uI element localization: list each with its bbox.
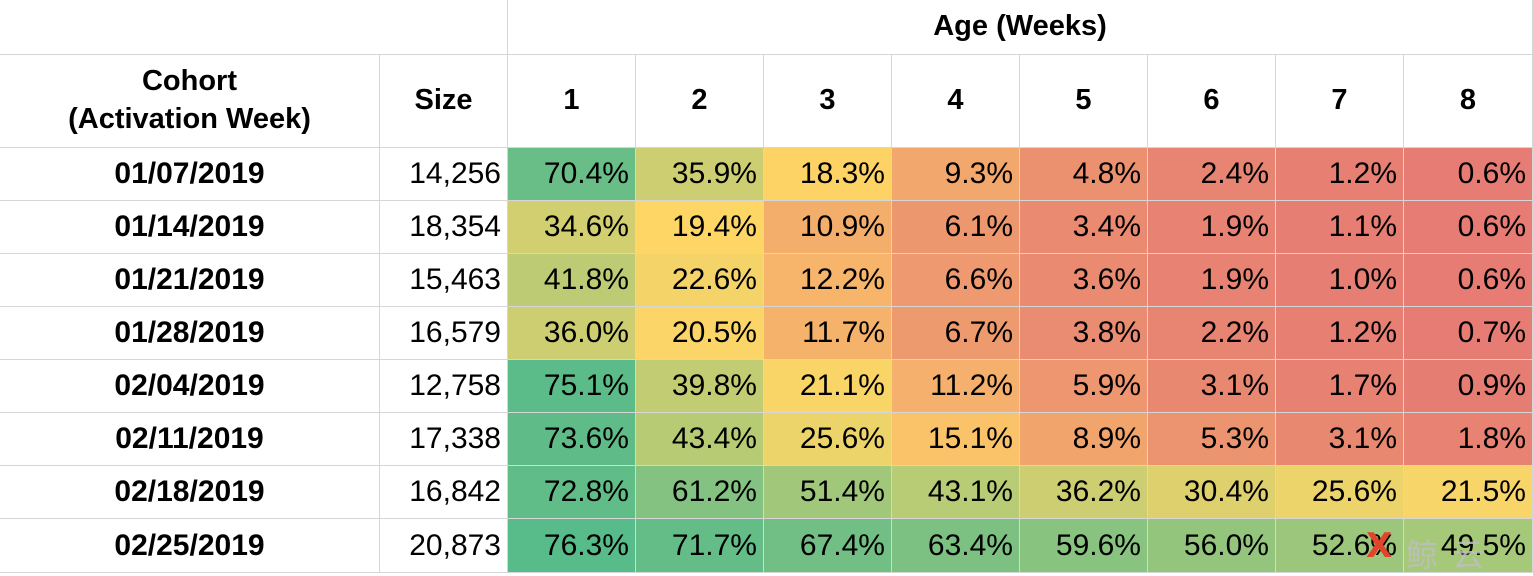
heatmap-cell: 1.8% xyxy=(1404,413,1533,466)
cohort-date: 01/21/2019 xyxy=(0,254,380,307)
age-column-header: 5 xyxy=(1020,55,1148,148)
heatmap-cell: 36.2% xyxy=(1020,466,1148,519)
age-column-header: 2 xyxy=(636,55,764,148)
heatmap-cell: 30.4% xyxy=(1148,466,1276,519)
heatmap-cell: 25.6% xyxy=(764,413,892,466)
heatmap-cell: 0.6% xyxy=(1404,148,1533,201)
cohort-date: 01/07/2019 xyxy=(0,148,380,201)
heatmap-cell: 9.3% xyxy=(892,148,1020,201)
heatmap-cell: 76.3% xyxy=(508,519,636,573)
heatmap-cell: 12.2% xyxy=(764,254,892,307)
heatmap-cell: 25.6% xyxy=(1276,466,1404,519)
heatmap-cell: 75.1% xyxy=(508,360,636,413)
heatmap-cell: 35.9% xyxy=(636,148,764,201)
heatmap-cell: 2.4% xyxy=(1148,148,1276,201)
cohort-date: 02/25/2019 xyxy=(0,519,380,573)
heatmap-cell: 3.6% xyxy=(1020,254,1148,307)
heatmap-cell: 21.1% xyxy=(764,360,892,413)
age-column-header: 6 xyxy=(1148,55,1276,148)
heatmap-cell: 52.6% xyxy=(1276,519,1404,573)
heatmap-cell: 67.4% xyxy=(764,519,892,573)
heatmap-cell: 59.6% xyxy=(1020,519,1148,573)
heatmap-cell: 63.4% xyxy=(892,519,1020,573)
heatmap-cell: 8.9% xyxy=(1020,413,1148,466)
heatmap-cell: 6.6% xyxy=(892,254,1020,307)
heatmap-cell: 3.8% xyxy=(1020,307,1148,360)
cohort-size: 18,354 xyxy=(380,201,508,254)
heatmap-cell: 3.1% xyxy=(1276,413,1404,466)
heatmap-cell: 0.7% xyxy=(1404,307,1533,360)
heatmap-cell: 5.9% xyxy=(1020,360,1148,413)
cohort-size: 16,579 xyxy=(380,307,508,360)
age-column-header: 1 xyxy=(508,55,636,148)
heatmap-cell: 18.3% xyxy=(764,148,892,201)
heatmap-cell: 56.0% xyxy=(1148,519,1276,573)
heatmap-cell: 51.4% xyxy=(764,466,892,519)
size-header: Size xyxy=(380,55,508,148)
heatmap-cell: 1.9% xyxy=(1148,201,1276,254)
cohort-size: 20,873 xyxy=(380,519,508,573)
cohort-size: 17,338 xyxy=(380,413,508,466)
heatmap-cell: 1.2% xyxy=(1276,148,1404,201)
heatmap-cell: 19.4% xyxy=(636,201,764,254)
heatmap-cell: 20.5% xyxy=(636,307,764,360)
heatmap-cell: 11.7% xyxy=(764,307,892,360)
heatmap-cell: 10.9% xyxy=(764,201,892,254)
cohort-size: 14,256 xyxy=(380,148,508,201)
heatmap-cell: 34.6% xyxy=(508,201,636,254)
heatmap-cell: 71.7% xyxy=(636,519,764,573)
heatmap-cell: 1.2% xyxy=(1276,307,1404,360)
heatmap-cell: 3.1% xyxy=(1148,360,1276,413)
cohort-size: 15,463 xyxy=(380,254,508,307)
heatmap-cell: 0.9% xyxy=(1404,360,1533,413)
heatmap-cell: 70.4% xyxy=(508,148,636,201)
heatmap-cell: 4.8% xyxy=(1020,148,1148,201)
heatmap-cell: 5.3% xyxy=(1148,413,1276,466)
age-header: Age (Weeks) xyxy=(508,0,1533,55)
heatmap-cell: 0.6% xyxy=(1404,201,1533,254)
heatmap-cell: 0.6% xyxy=(1404,254,1533,307)
heatmap-cell: 43.1% xyxy=(892,466,1020,519)
cohort-date: 02/11/2019 xyxy=(0,413,380,466)
heatmap-cell: 6.1% xyxy=(892,201,1020,254)
heatmap-cell: 41.8% xyxy=(508,254,636,307)
heatmap-cell: 1.1% xyxy=(1276,201,1404,254)
heatmap-cell: 49.5% xyxy=(1404,519,1533,573)
heatmap-cell: 15.1% xyxy=(892,413,1020,466)
heatmap-cell: 3.4% xyxy=(1020,201,1148,254)
age-column-header: 3 xyxy=(764,55,892,148)
cohort-size: 16,842 xyxy=(380,466,508,519)
cohort-date: 01/14/2019 xyxy=(0,201,380,254)
heatmap-cell: 1.0% xyxy=(1276,254,1404,307)
heatmap-cell: 11.2% xyxy=(892,360,1020,413)
heatmap-cell: 6.7% xyxy=(892,307,1020,360)
age-column-header: 4 xyxy=(892,55,1020,148)
cohort-header: Cohort (Activation Week) xyxy=(0,55,380,148)
header-blank xyxy=(0,0,508,55)
heatmap-cell: 21.5% xyxy=(1404,466,1533,519)
age-column-header: 7 xyxy=(1276,55,1404,148)
heatmap-cell: 1.7% xyxy=(1276,360,1404,413)
cohort-size: 12,758 xyxy=(380,360,508,413)
heatmap-cell: 61.2% xyxy=(636,466,764,519)
heatmap-cell: 2.2% xyxy=(1148,307,1276,360)
heatmap-cell: 39.8% xyxy=(636,360,764,413)
heatmap-cell: 22.6% xyxy=(636,254,764,307)
heatmap-cell: 1.9% xyxy=(1148,254,1276,307)
heatmap-cell: 73.6% xyxy=(508,413,636,466)
age-column-header: 8 xyxy=(1404,55,1533,148)
cohort-date: 02/04/2019 xyxy=(0,360,380,413)
heatmap-cell: 72.8% xyxy=(508,466,636,519)
cohort-date: 02/18/2019 xyxy=(0,466,380,519)
cohort-date: 01/28/2019 xyxy=(0,307,380,360)
heatmap-cell: 43.4% xyxy=(636,413,764,466)
heatmap-cell: 36.0% xyxy=(508,307,636,360)
